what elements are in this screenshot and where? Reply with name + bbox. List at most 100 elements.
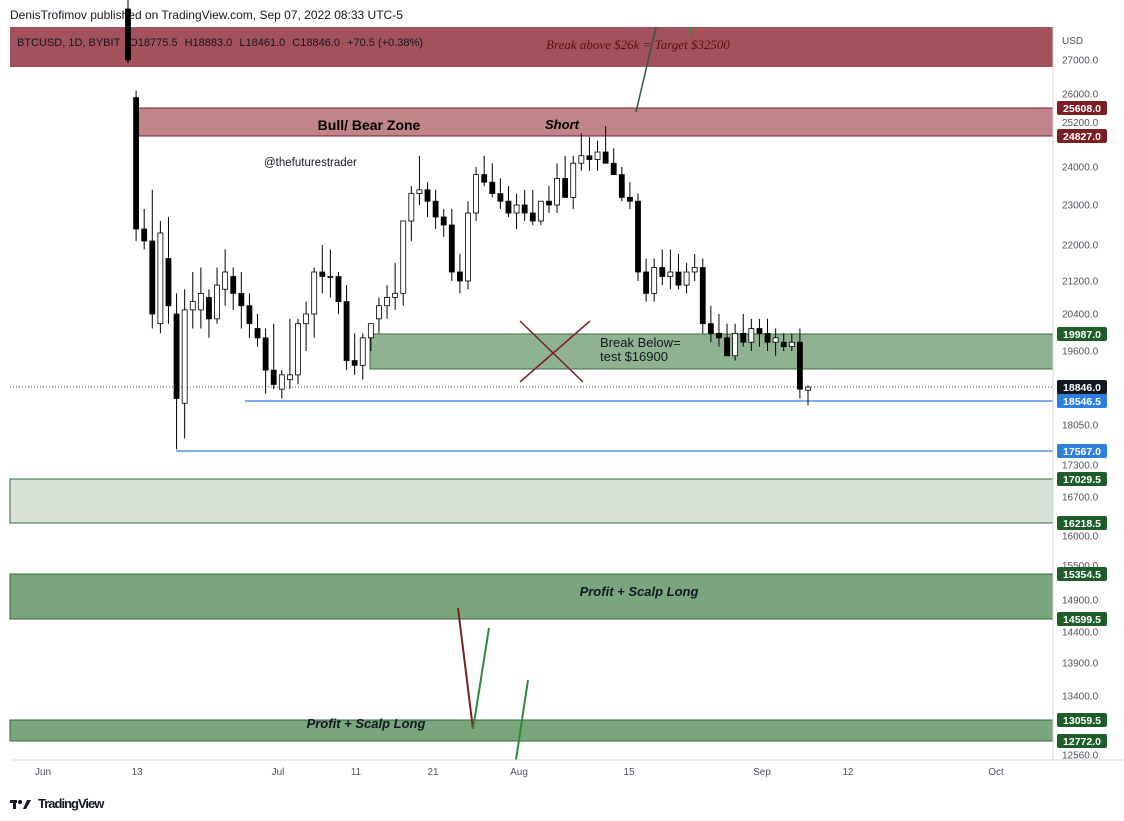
candle-up — [748, 328, 755, 343]
candle-up — [311, 271, 318, 315]
candle-down — [546, 200, 552, 206]
price-badges: 25608.024827.019987.018846.010:26:151854… — [1057, 101, 1107, 748]
candle-up — [416, 189, 423, 195]
cross-mark-line-1 — [519, 320, 584, 383]
price-badge-bg — [1057, 472, 1107, 486]
candle-up — [570, 162, 577, 198]
low-value: 18461.0 — [245, 37, 285, 49]
bounce-line-2 — [515, 679, 529, 761]
candle-up — [367, 323, 374, 339]
candle-down — [724, 337, 730, 357]
candle-down — [165, 258, 172, 307]
candle-up — [189, 301, 196, 311]
candle-down — [206, 297, 212, 320]
candle-down — [602, 151, 609, 164]
candle-up — [327, 276, 334, 278]
candle-down — [432, 200, 439, 218]
candle-down — [521, 204, 528, 214]
candle-down — [262, 337, 269, 371]
close-value: 18846.0 — [300, 37, 340, 49]
price-tick-label: 23000.0 — [1062, 201, 1099, 212]
high-value: 18883.0 — [193, 37, 233, 49]
candle-down — [635, 200, 641, 273]
candle-up — [788, 341, 795, 348]
time-tick-label: Sep — [753, 767, 771, 778]
breakout-arrow-line — [635, 26, 657, 113]
top-resistance-zone — [10, 27, 1053, 67]
candle-up — [554, 177, 560, 206]
price-tick-label: 26000.0 — [1062, 90, 1099, 101]
candle-down — [716, 332, 722, 339]
time-tick-label: 21 — [427, 767, 439, 778]
price-tick-label: 17300.0 — [1062, 461, 1099, 472]
high-label: H — [185, 37, 193, 49]
candle-up — [392, 292, 399, 298]
price-badge: 12772.0 — [1063, 736, 1101, 748]
bull-bear-zone — [137, 107, 1054, 137]
candle-down — [319, 271, 326, 277]
candle-down — [173, 313, 180, 399]
price-tick-label: 21200.0 — [1062, 277, 1099, 288]
candle-up — [465, 212, 471, 282]
candles — [125, 0, 811, 450]
top-zone-label: Break above $26k = Target $32500 — [546, 37, 730, 52]
price-tick-label: 16000.0 — [1062, 531, 1099, 542]
price-tick-label: 19600.0 — [1062, 347, 1099, 358]
time-tick-label: Aug — [510, 767, 528, 778]
price-badge-bg — [1057, 101, 1107, 115]
candle-down — [562, 177, 569, 198]
candle-down — [351, 360, 358, 366]
candle-down — [643, 271, 650, 294]
footer-brand: TradingView — [38, 796, 104, 811]
price-badge-bg — [1057, 516, 1107, 530]
close-label: C — [292, 37, 300, 49]
low-label: L — [239, 37, 245, 49]
candle-down — [424, 189, 431, 202]
candle-up — [772, 337, 779, 343]
candle-down — [675, 271, 682, 286]
candle-down — [610, 162, 617, 175]
candle-down — [149, 240, 156, 315]
price-badge: 16218.5 — [1063, 518, 1101, 530]
price-tick-label: 14400.0 — [1062, 628, 1099, 639]
price-tick-label: 22000.0 — [1062, 241, 1099, 252]
price-tick-label: 27000.0 — [1062, 56, 1099, 67]
profit-label-2: Profit + Scalp Long — [307, 716, 426, 731]
candle-down — [796, 341, 803, 390]
candle-down — [489, 181, 496, 194]
currency-label: USD — [1062, 36, 1083, 47]
candle-down — [497, 193, 504, 202]
candle-up — [286, 374, 293, 381]
time-tick-label: 11 — [351, 767, 362, 778]
candle-down — [270, 369, 277, 385]
candle-up — [537, 200, 544, 222]
symbol-label: BTCUSD, 1D, BYBIT — [17, 37, 121, 49]
candle-up — [400, 220, 407, 294]
candle-down — [780, 341, 787, 348]
candle-up — [303, 313, 310, 325]
candle-down — [626, 196, 633, 202]
candle-down — [343, 301, 350, 361]
tradingview-logo-icon — [10, 799, 31, 809]
price-badge: 25608.0 — [1063, 103, 1101, 115]
candle-down — [481, 174, 488, 183]
profit-zone-1 — [9, 573, 1054, 620]
price-badge: 14599.5 — [1063, 614, 1101, 626]
candle-up — [384, 297, 390, 307]
price-axis-ticks: 27000.0 26000.0 25200.0 24000.0 23000.0 22000… — [1062, 56, 1099, 762]
candle-up — [295, 323, 301, 376]
price-badge-bg — [1057, 327, 1107, 341]
candle-up — [359, 337, 366, 366]
price-tick-label: 13900.0 — [1062, 659, 1099, 670]
candle-up — [691, 267, 698, 273]
price-badge: 24827.0 — [1063, 131, 1101, 143]
candle-up — [473, 174, 480, 214]
price-badge-bg — [1057, 612, 1107, 626]
drop-line — [457, 607, 474, 730]
candle-up — [683, 271, 690, 286]
price-badge-bg — [1057, 567, 1107, 581]
candle-up — [376, 305, 382, 320]
change-value: +70.5 (+0.38%) — [347, 37, 423, 49]
price-badge: 15354.5 — [1063, 569, 1101, 581]
